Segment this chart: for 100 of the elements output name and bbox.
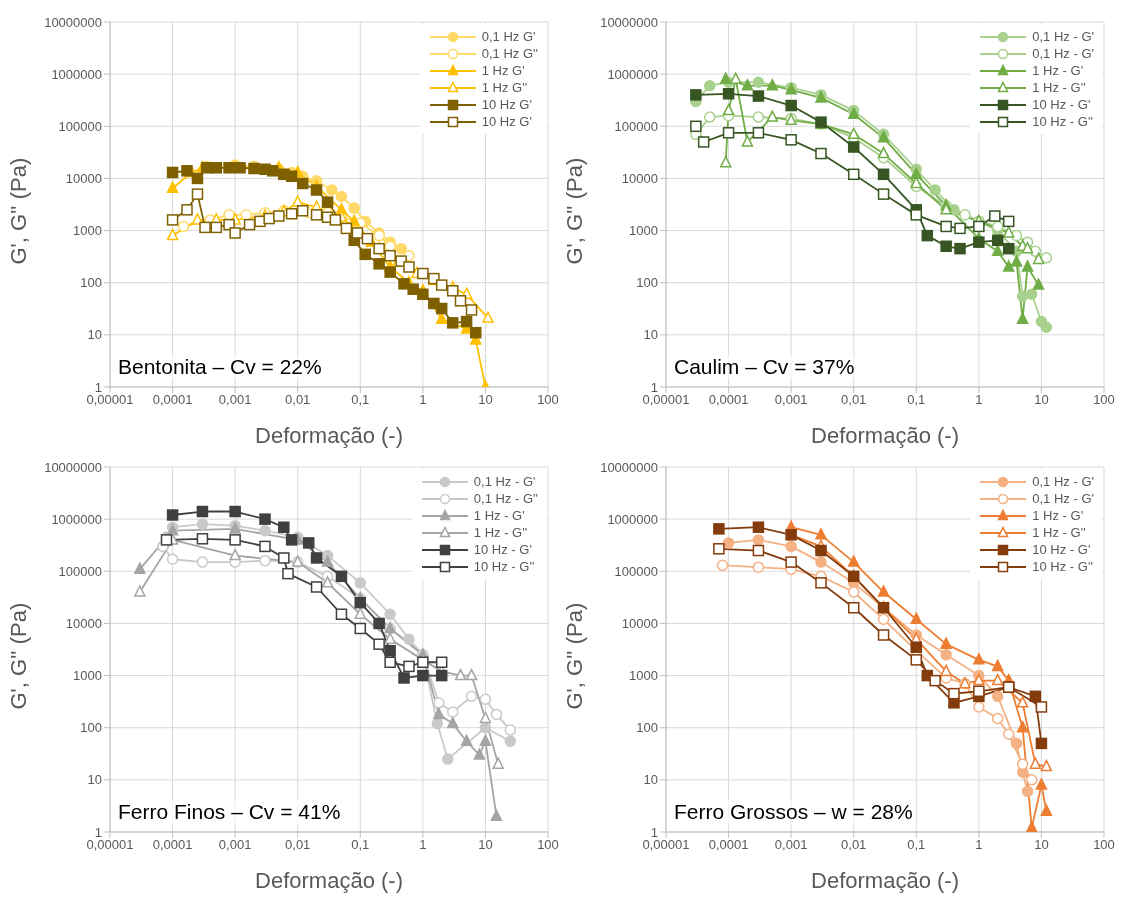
y-tick-label: 100	[80, 720, 102, 736]
y-tick-label: 100000	[614, 118, 658, 134]
legend-label: 0,1 Hz - G'	[1032, 474, 1094, 489]
legend-label: 0,1 Hz - G''	[473, 491, 538, 506]
y-tick-label: 1000000	[51, 66, 102, 82]
y-axis-title: G', G'' (Pa)	[561, 157, 587, 265]
x-tick-label: 0,1	[351, 392, 370, 408]
x-tick-label: 0,001	[218, 837, 252, 853]
x-tick-label: 0,0001	[708, 392, 749, 408]
x-tick-label: 100	[537, 392, 559, 408]
legend-label: 0,1 Hz - G'	[1032, 29, 1094, 44]
x-tick-label: 0,01	[285, 837, 311, 853]
y-axis-title: G', G'' (Pa)	[5, 602, 31, 710]
y-tick-label: 10	[87, 772, 102, 788]
y-tick-label: 1000	[73, 668, 102, 684]
y-tick-label: 10000000	[44, 14, 102, 30]
legend-label: 1 Hz - G''	[1032, 80, 1086, 95]
x-axis-title: Deformação (-)	[255, 423, 403, 448]
x-tick-label: 0,0001	[152, 837, 193, 853]
y-tick-label: 100	[80, 275, 102, 291]
x-tick-label: 10	[478, 837, 493, 853]
y-tick-label: 1000	[629, 223, 658, 239]
legend-label: 10 Hz - G''	[473, 559, 535, 574]
x-tick-label: 0,001	[774, 837, 808, 853]
y-tick-label: 1	[94, 379, 102, 395]
annotation: Ferro Finos – Cv = 41%	[118, 800, 341, 824]
legend-label: 10 Hz - G'	[473, 542, 532, 557]
legend-label: 1 Hz - G''	[473, 525, 528, 540]
y-tick-label: 10	[643, 327, 658, 343]
y-tick-label: 100000	[58, 563, 102, 579]
legend-label: 1 Hz - G'	[1032, 508, 1084, 523]
legend-label: 1 Hz - G'	[1032, 63, 1084, 78]
legend-label: 0,1 Hz G'	[481, 29, 536, 44]
x-tick-label: 10	[478, 392, 493, 408]
legend-label: 10 Hz - G'	[1032, 97, 1091, 112]
y-axis-title: G', G'' (Pa)	[5, 157, 31, 265]
x-axis-title: Deformação (-)	[811, 868, 959, 893]
legend-label: 0,1 Hz - G'	[1032, 491, 1094, 506]
x-tick-label: 1	[419, 837, 427, 853]
y-tick-label: 100000	[58, 118, 102, 134]
y-tick-label: 1000000	[607, 66, 658, 82]
y-axis-title: G', G'' (Pa)	[561, 602, 587, 710]
x-tick-label: 0,00001	[642, 392, 690, 408]
legend-label: 1 Hz - G''	[1032, 525, 1086, 540]
annotation: Caulim – Cv = 37%	[674, 355, 855, 379]
y-tick-label: 10	[87, 327, 102, 343]
y-tick-label: 1000000	[51, 511, 102, 527]
x-tick-label: 0,1	[907, 392, 926, 408]
legend-label: 0,1 Hz G''	[481, 46, 538, 61]
y-tick-label: 1	[650, 824, 658, 840]
x-tick-label: 0,1	[907, 837, 926, 853]
y-tick-label: 10000	[621, 171, 658, 187]
x-tick-label: 1	[975, 837, 983, 853]
y-tick-label: 10000000	[44, 459, 102, 475]
y-tick-label: 10000	[65, 171, 102, 187]
x-tick-label: 0,1	[351, 837, 370, 853]
y-tick-label: 10000000	[600, 459, 658, 475]
x-tick-label: 10	[1034, 392, 1049, 408]
x-tick-label: 0,01	[841, 837, 867, 853]
y-tick-label: 1000000	[607, 511, 658, 527]
x-tick-label: 0,00001	[86, 392, 134, 408]
x-tick-label: 100	[537, 837, 559, 853]
x-tick-label: 10	[1034, 837, 1049, 853]
x-tick-label: 100	[1093, 392, 1115, 408]
y-tick-label: 10	[643, 772, 658, 788]
x-tick-label: 0,001	[774, 392, 808, 408]
y-tick-label: 100	[636, 720, 658, 736]
legend-label: 0,1 Hz - G'	[1032, 46, 1094, 61]
legend-label: 10 Hz - G''	[1032, 559, 1093, 574]
y-tick-label: 1000	[73, 223, 102, 239]
y-tick-label: 1	[650, 379, 658, 395]
legend-label: 0,1 Hz - G'	[473, 474, 536, 489]
x-tick-label: 0,00001	[86, 837, 134, 853]
legend-label: 10 Hz - G'	[1032, 542, 1091, 557]
x-tick-label: 0,01	[285, 392, 311, 408]
x-axis-title: Deformação (-)	[255, 868, 403, 893]
y-tick-label: 10000	[621, 616, 658, 632]
y-tick-label: 1000	[629, 668, 658, 684]
y-tick-label: 10000	[65, 616, 102, 632]
x-tick-label: 0,00001	[642, 837, 690, 853]
legend-label: 10 Hz - G''	[1032, 114, 1093, 129]
legend-label: 1 Hz G''	[481, 80, 528, 95]
x-tick-label: 0,0001	[708, 837, 749, 853]
annotation: Ferro Grossos – w = 28%	[674, 800, 913, 824]
x-tick-label: 0,01	[841, 392, 867, 408]
y-tick-label: 100000	[614, 563, 658, 579]
x-axis-title: Deformação (-)	[811, 423, 959, 448]
x-tick-label: 1	[419, 392, 427, 408]
legend-label: 1 Hz G'	[481, 63, 525, 78]
y-tick-label: 100	[636, 275, 658, 291]
legend-label: 10 Hz G'	[481, 114, 532, 129]
y-tick-label: 10000000	[600, 14, 658, 30]
y-tick-label: 1	[94, 824, 102, 840]
x-tick-label: 0,001	[218, 392, 252, 408]
legend-label: 1 Hz - G'	[473, 508, 525, 523]
x-tick-label: 0,0001	[152, 392, 193, 408]
x-tick-label: 100	[1093, 837, 1115, 853]
x-tick-label: 1	[975, 392, 983, 408]
annotation: Bentonita – Cv = 22%	[118, 355, 322, 379]
legend-label: 10 Hz G'	[481, 97, 532, 112]
